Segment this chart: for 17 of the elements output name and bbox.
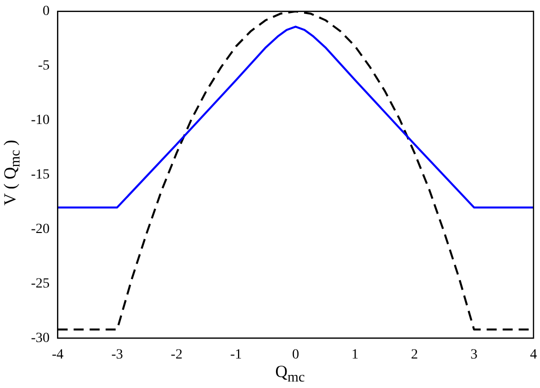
y-tick-label: -30 [30, 330, 50, 346]
y-tick-label: -10 [30, 113, 50, 128]
y-tick-label: 0 [42, 4, 50, 20]
y-tick-label: -25 [30, 276, 50, 292]
x-tick-label: -3 [111, 347, 123, 362]
x-tick-label: -2 [170, 347, 182, 362]
x-axis-title: Q$_{mc}$ [274, 362, 306, 386]
y-tick-label: -15 [30, 167, 50, 182]
y-tick-label: -5 [38, 58, 50, 74]
y-tick-label: -20 [30, 222, 50, 237]
x-tick-label: 1 [352, 347, 359, 362]
x-tick-label: 4 [530, 347, 537, 362]
x-tick-label: 0 [292, 347, 300, 362]
x-tick-label: -4 [52, 347, 64, 362]
x-tick-label: 3 [470, 347, 478, 362]
x-tick-label: 2 [411, 347, 418, 362]
x-tick-label: -1 [230, 347, 242, 362]
